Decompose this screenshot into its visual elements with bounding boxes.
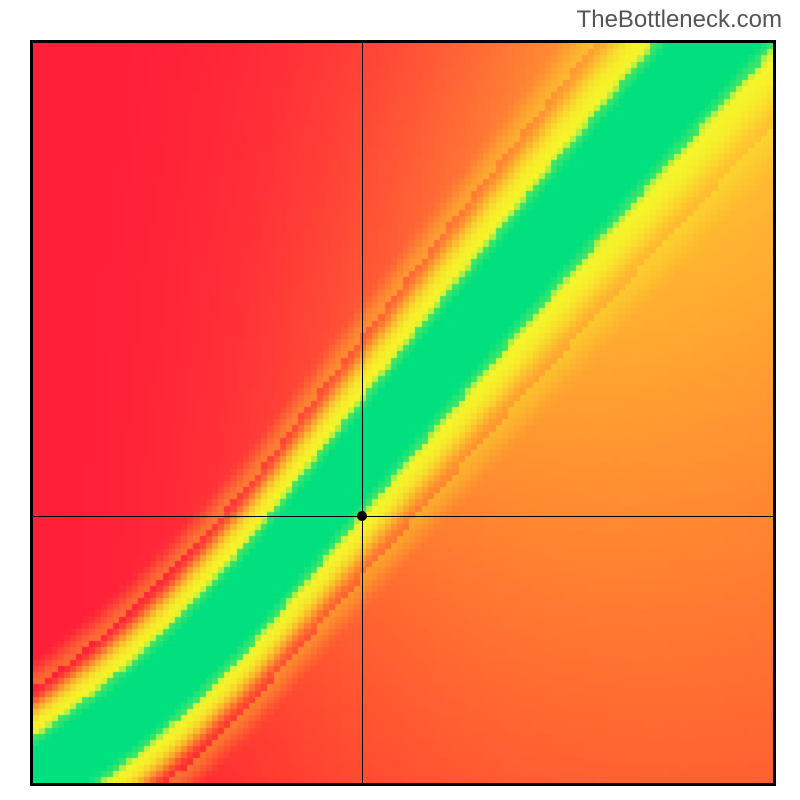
bottleneck-heatmap bbox=[30, 40, 776, 786]
attribution-text: TheBottleneck.com bbox=[577, 6, 782, 34]
heatmap-canvas bbox=[33, 43, 773, 783]
